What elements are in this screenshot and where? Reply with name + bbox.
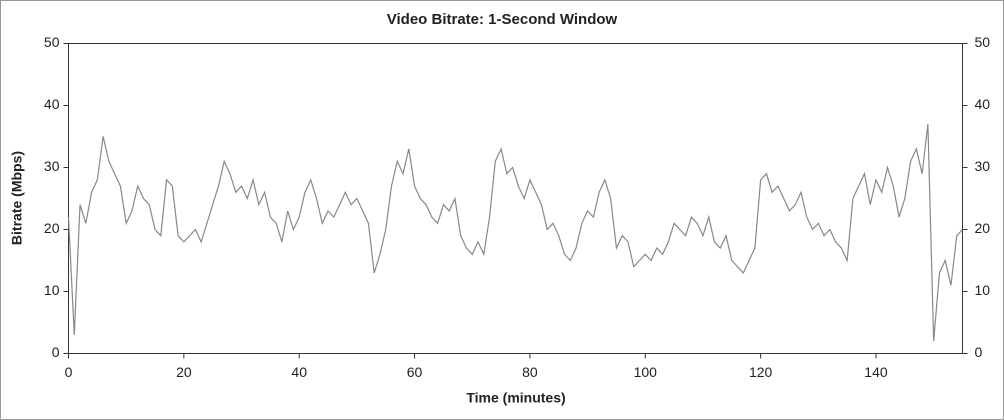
y2-tick-label: 30 <box>975 158 991 174</box>
y2-tick-label: 40 <box>975 96 991 112</box>
x-tick-label: 40 <box>291 364 307 380</box>
y2-tick-label: 50 <box>975 34 991 50</box>
x-axis-label: Time (minutes) <box>466 390 565 406</box>
x-tick-label: 120 <box>749 364 773 380</box>
y-tick-label: 10 <box>44 282 60 298</box>
y2-tick-label: 20 <box>975 220 991 236</box>
x-tick-label: 80 <box>522 364 538 380</box>
x-tick-label: 0 <box>65 364 73 380</box>
y-tick-label: 40 <box>44 96 60 112</box>
chart-title: Video Bitrate: 1-Second Window <box>387 11 618 28</box>
plot-frame <box>68 43 963 354</box>
y2-tick-label: 10 <box>975 282 991 298</box>
y-tick-label: 30 <box>44 158 60 174</box>
x-tick-label: 140 <box>864 364 888 380</box>
y-tick-label: 20 <box>44 220 60 236</box>
y-axis-label: Bitrate (Mbps) <box>9 151 25 245</box>
y2-tick-label: 0 <box>975 344 983 360</box>
x-tick-label: 60 <box>407 364 423 380</box>
data-line <box>67 124 963 342</box>
y-tick-label: 0 <box>52 344 60 360</box>
y-tick-label: 50 <box>44 34 60 50</box>
x-tick-label: 20 <box>176 364 192 380</box>
x-tick-label: 100 <box>634 364 658 380</box>
